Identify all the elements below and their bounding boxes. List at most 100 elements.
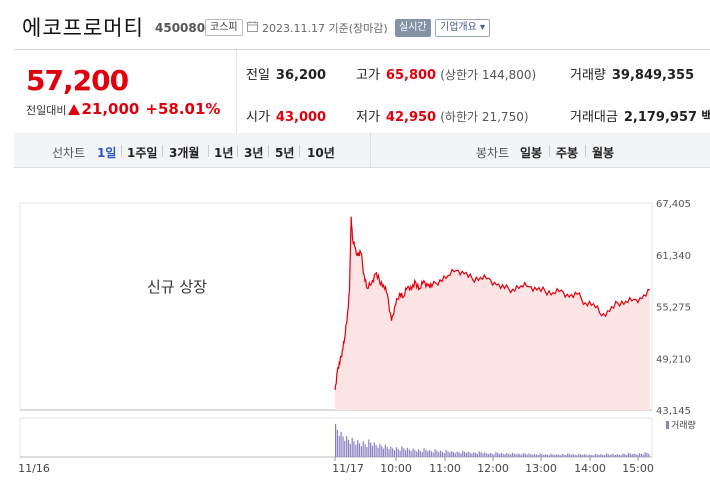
volume-bar xyxy=(609,454,611,457)
volume-bar xyxy=(338,435,340,457)
volume-bar xyxy=(589,454,591,458)
volume-bar xyxy=(620,455,622,457)
volume-bar xyxy=(384,444,386,458)
realtime-button[interactable]: 실시간 xyxy=(395,19,431,37)
volume-bar xyxy=(364,444,366,457)
tab-3year[interactable]: 3년 xyxy=(244,146,264,160)
volume-bar xyxy=(550,453,552,457)
price-chart-canvas: 67,405 61,340 55,275 49,210 43,145 11/16 11/17… xyxy=(18,199,691,475)
tab-10year[interactable]: 10년 xyxy=(307,146,335,160)
tab-monthly-candle[interactable]: 월봉 xyxy=(592,146,615,160)
volume-bar xyxy=(467,451,469,458)
volume-bar xyxy=(627,452,630,457)
volume-bar xyxy=(533,453,536,457)
volume-bar xyxy=(347,439,350,457)
volume-bar xyxy=(528,453,530,457)
price-area xyxy=(335,216,650,410)
quote-divider xyxy=(236,50,237,134)
prev-close: 전일 36,200 xyxy=(246,68,327,83)
tab-1year[interactable]: 1년 xyxy=(214,146,234,160)
volume-bar xyxy=(414,450,416,457)
volume-swatch xyxy=(666,421,669,429)
tab-3month[interactable]: 3개월 xyxy=(169,146,200,160)
volume-bar xyxy=(629,453,631,457)
volume-bar xyxy=(556,454,558,457)
volume-bar xyxy=(557,454,560,457)
volume-bar xyxy=(559,455,561,457)
x-tick-label: 12:00 xyxy=(477,462,509,475)
volume-bar xyxy=(336,429,338,457)
volume-bar xyxy=(441,451,443,457)
current-price: 57,200 xyxy=(26,64,129,97)
volume-bar xyxy=(511,452,513,457)
volume-bar xyxy=(583,454,585,457)
volume-bar xyxy=(465,453,467,457)
volume-bar xyxy=(403,448,405,457)
volume-bar xyxy=(646,453,648,457)
x-tick-label: 13:00 xyxy=(525,462,557,475)
volume-bar xyxy=(644,452,646,457)
volume-bar xyxy=(475,453,477,457)
volume-bar xyxy=(565,455,567,457)
volume-bar xyxy=(476,453,478,457)
volume-bar xyxy=(421,452,423,457)
tab-weekly-candle[interactable]: 주봉 xyxy=(556,146,579,160)
volume-bar xyxy=(517,453,519,457)
volume-bar xyxy=(375,444,377,457)
volume-bar xyxy=(598,455,600,457)
volume-bar xyxy=(445,450,447,457)
tab-5year[interactable]: 5년 xyxy=(275,146,295,160)
volume-bar xyxy=(570,454,572,457)
volume-bar xyxy=(585,454,587,457)
open-price: 시가 43,000 xyxy=(246,110,327,125)
volume-bar xyxy=(438,452,440,457)
volume-bar xyxy=(463,451,466,457)
change-value: 21,000 xyxy=(81,100,140,118)
tab-daily-candle[interactable]: 일봉 xyxy=(520,146,543,160)
volume-bar xyxy=(358,443,361,457)
volume-bar xyxy=(342,436,344,457)
volume-bar xyxy=(423,448,425,458)
volume-bar xyxy=(626,454,628,457)
volume-bar xyxy=(513,453,515,457)
volume-bar xyxy=(377,447,379,457)
volume-bar xyxy=(504,454,506,457)
volume-bar xyxy=(561,453,563,457)
volume-bar xyxy=(640,453,642,457)
y-tick-label: 55,275 xyxy=(656,303,691,314)
company-info-dropdown[interactable]: 기업개요 ▾ xyxy=(435,19,490,37)
volume-bar xyxy=(567,453,569,457)
volume-bar xyxy=(416,451,418,457)
volume-bar xyxy=(382,448,385,457)
tab-1day[interactable]: 1일 xyxy=(97,146,117,160)
volume-bar xyxy=(366,446,368,457)
line-chart-label: 선차트 xyxy=(52,146,86,160)
volume-bar xyxy=(607,454,609,457)
change-percent: +58.01% xyxy=(145,100,221,118)
volume-bar xyxy=(633,453,635,457)
volume-bar xyxy=(543,454,545,457)
volume-bar xyxy=(401,446,403,457)
volume-bar xyxy=(602,454,604,457)
volume-bar xyxy=(587,455,589,457)
volume-bar xyxy=(357,440,359,457)
volume-bar xyxy=(344,440,346,457)
volume-bar xyxy=(436,450,438,457)
price-chart[interactable]: 67,405 61,340 55,275 49,210 43,145 11/16 11/17… xyxy=(0,170,710,484)
volume-bar xyxy=(605,453,607,457)
y-tick-label: 61,340 xyxy=(656,251,691,262)
volume-legend: 거래량 xyxy=(666,418,696,431)
volume-bar xyxy=(548,455,550,457)
volume-bar xyxy=(368,439,370,457)
volume-bar xyxy=(568,454,571,457)
tab-1week[interactable]: 1주일 xyxy=(127,146,158,160)
volume-bar xyxy=(417,449,420,457)
volume-bar xyxy=(519,454,521,457)
volume-bar xyxy=(522,453,525,457)
volume-bar xyxy=(486,453,488,457)
volume-bar xyxy=(596,454,598,457)
volume-bar xyxy=(600,454,602,457)
volume-bar xyxy=(353,441,355,457)
volume-bar xyxy=(451,451,453,458)
